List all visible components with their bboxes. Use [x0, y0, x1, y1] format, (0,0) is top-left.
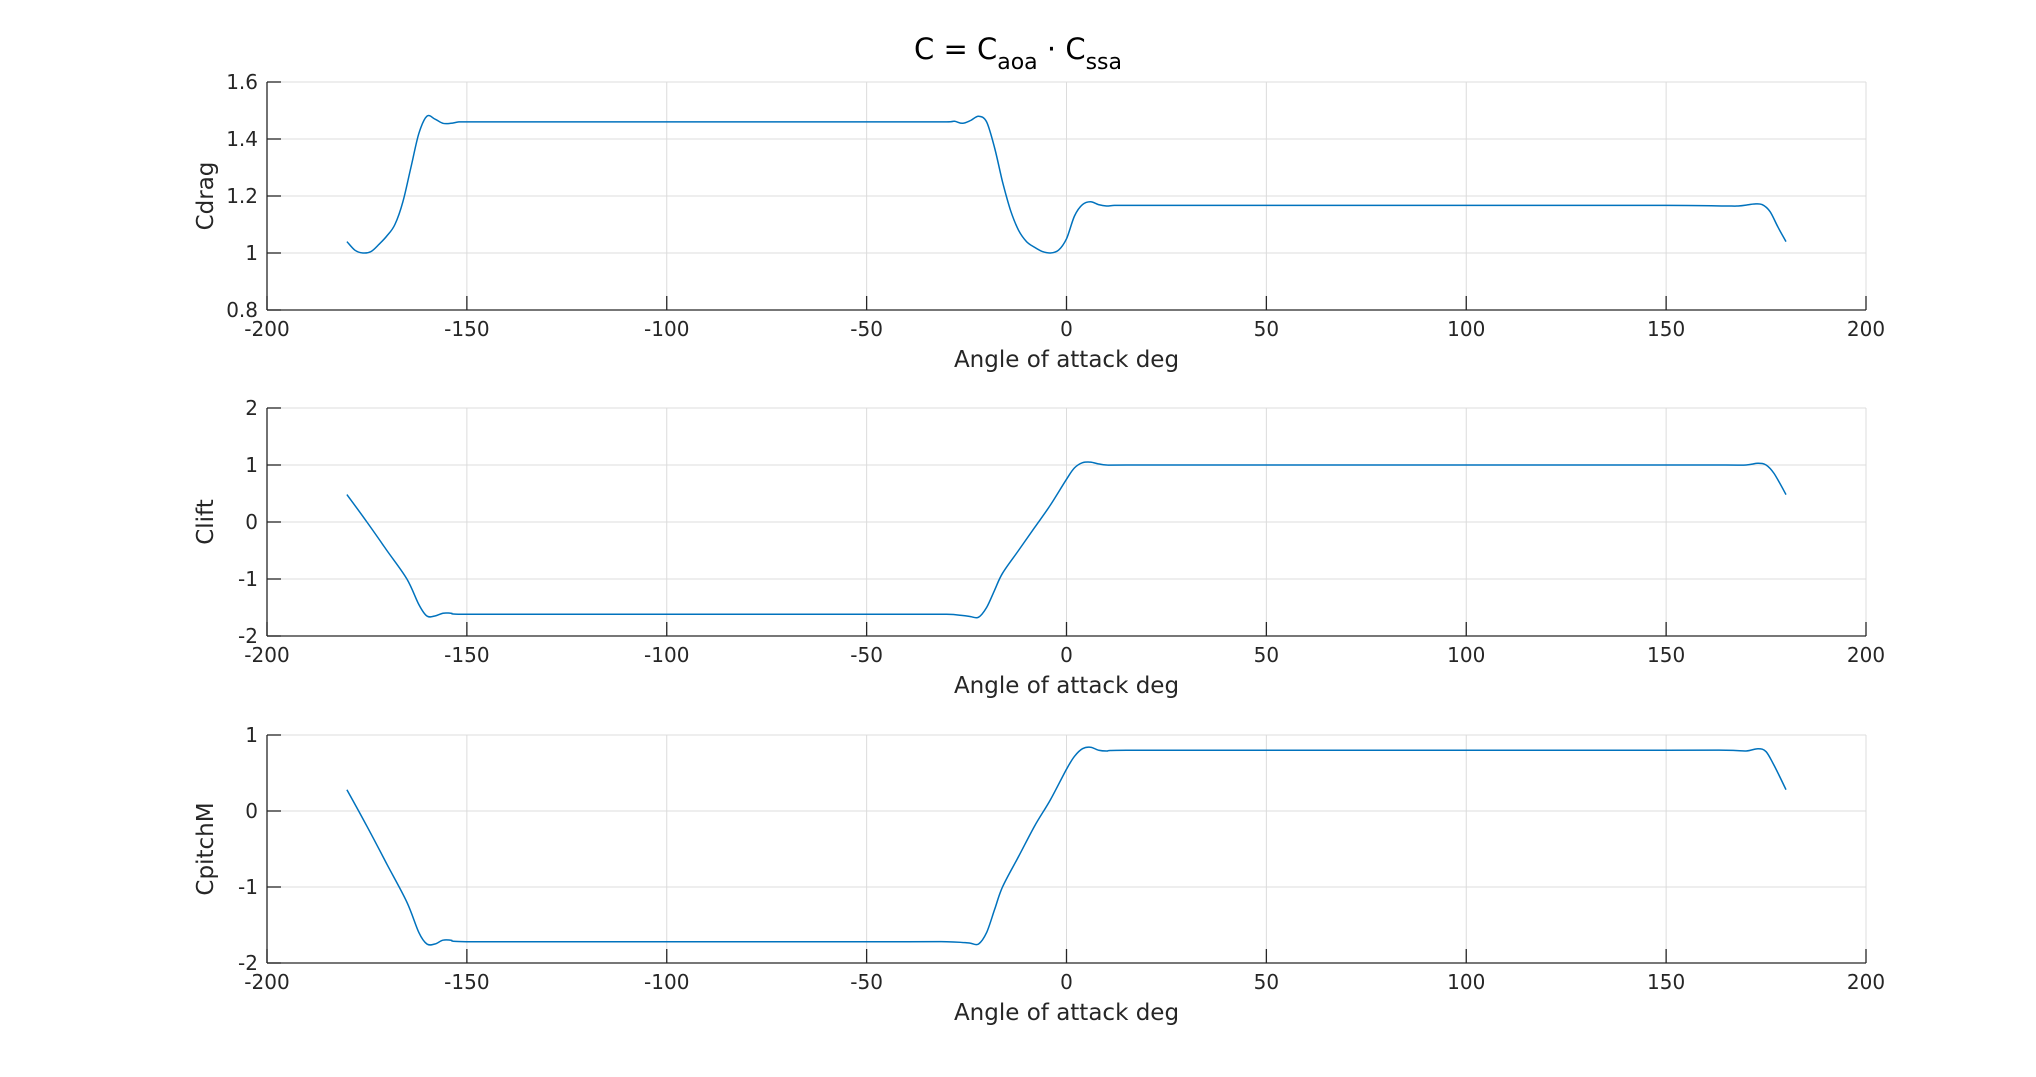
- clift-x-tick-label: 0: [1060, 643, 1073, 667]
- title-sub-ssa: ssa: [1086, 50, 1122, 75]
- cpitchm-x-tick-label: 150: [1647, 970, 1685, 994]
- clift-x-tick-label: -50: [850, 643, 883, 667]
- cdrag-x-tick-label: -150: [444, 317, 489, 341]
- cdrag-x-tick-label: -50: [850, 317, 883, 341]
- cpitchm-x-tick-label: -100: [644, 970, 689, 994]
- clift-y-tick-label: 0: [245, 510, 258, 534]
- clift-x-tick-label: 50: [1254, 643, 1279, 667]
- cdrag-y-tick-label: 1: [245, 241, 258, 265]
- title-main: C = C: [914, 32, 997, 66]
- cdrag-y-tick-label: 1.4: [226, 127, 258, 151]
- clift-x-axis-label: Angle of attack deg: [954, 673, 1179, 699]
- cpitchm-x-tick-label: -50: [850, 970, 883, 994]
- cdrag-x-tick-label: -200: [244, 317, 289, 341]
- cpitchm-x-tick-label: 200: [1847, 970, 1885, 994]
- clift-subplot: -200 -150 -100 -50 0 50 100 150 200 -2 -1 0 1 2 Angle …: [193, 396, 1885, 699]
- cdrag-x-tick-label: 50: [1254, 317, 1279, 341]
- cpitchm-y-tick-label: -1: [238, 875, 258, 899]
- cpitchm-y-tick-label: -2: [238, 951, 258, 975]
- cpitchm-x-tick-label: -200: [244, 970, 289, 994]
- cdrag-y-axis-label: Cdrag: [193, 162, 219, 231]
- clift-y-tick-label: -1: [238, 567, 258, 591]
- cdrag-y-tick-label: 1.2: [226, 184, 258, 208]
- title-dot: · C: [1038, 32, 1086, 66]
- clift-series-line: [346, 461, 1787, 619]
- clift-x-tick-label: 200: [1847, 643, 1885, 667]
- clift-x-tick-label: -150: [444, 643, 489, 667]
- cdrag-x-tick-label: 150: [1647, 317, 1685, 341]
- cdrag-y-tick-label: 1.6: [226, 70, 258, 94]
- clift-y-tick-label: 1: [245, 453, 258, 477]
- cpitchm-x-tick-label: 50: [1254, 970, 1279, 994]
- clift-x-tick-label: 100: [1447, 643, 1485, 667]
- clift-y-tick-label: -2: [238, 624, 258, 648]
- figure-title: C = Caoa · Cssa: [914, 32, 1122, 75]
- cpitchm-y-axis-label: CpitchM: [193, 802, 219, 895]
- clift-x-tick-label: 150: [1647, 643, 1685, 667]
- cpitchm-x-tick-label: 0: [1060, 970, 1073, 994]
- cdrag-series-line: [346, 114, 1787, 254]
- cdrag-x-tick-label: 0: [1060, 317, 1073, 341]
- cdrag-x-tick-label: -100: [644, 317, 689, 341]
- cpitchm-subplot: -200 -150 -100 -50 0 50 100 150 200 -2 -1 0 1 Angle o…: [193, 723, 1885, 1026]
- clift-y-tick-label: 2: [245, 396, 258, 420]
- title-sub-aoa: aoa: [997, 50, 1037, 75]
- cpitchm-y-tick-label: 0: [245, 799, 258, 823]
- cpitchm-x-axis-label: Angle of attack deg: [954, 1000, 1179, 1026]
- cdrag-y-tick-label: 0.8: [226, 298, 258, 322]
- cpitchm-series-line: [346, 746, 1787, 946]
- cdrag-x-axis-label: Angle of attack deg: [954, 347, 1179, 373]
- cpitchm-y-tick-label: 1: [245, 723, 258, 747]
- cdrag-subplot: -200 -150 -100 -50 0 50 100 150 200 0.8 1 1.2 1.4 1.6…: [193, 70, 1885, 373]
- cpitchm-x-tick-label: -150: [444, 970, 489, 994]
- cpitchm-x-tick-label: 100: [1447, 970, 1485, 994]
- clift-x-tick-label: -200: [244, 643, 289, 667]
- clift-y-axis-label: Clift: [193, 499, 219, 545]
- clift-x-tick-label: -100: [644, 643, 689, 667]
- cdrag-x-tick-label: 200: [1847, 317, 1885, 341]
- subplots: -200 -150 -100 -50 0 50 100 150 2000.811.21.41.6…: [193, 70, 1885, 1026]
- cdrag-x-tick-label: 100: [1447, 317, 1485, 341]
